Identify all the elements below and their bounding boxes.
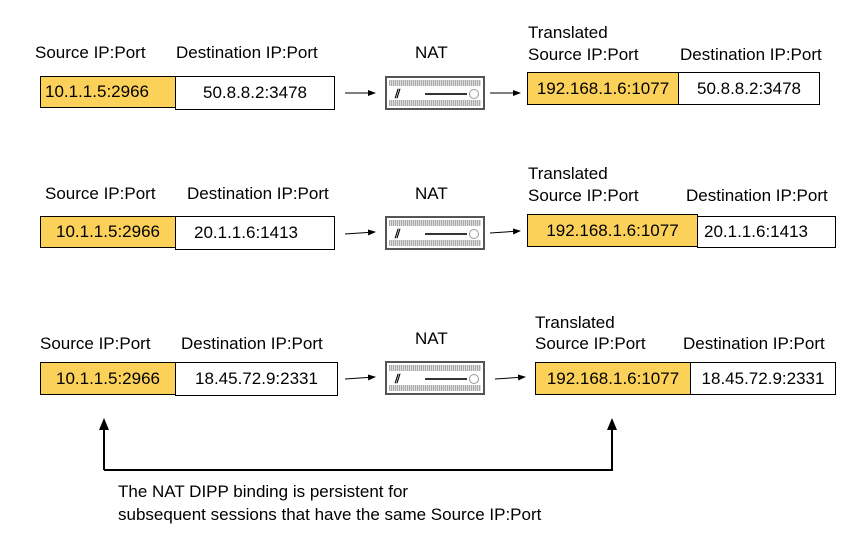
source-ip-box: 10.1.1.5:2966 (40, 362, 176, 395)
source-label: Source IP:Port (35, 43, 146, 62)
nat-device-icon: ⫽ (385, 216, 485, 250)
note-line-2: subsequent sessions that have the same S… (118, 505, 542, 524)
source-ip-box: 10.1.1.5:2966 (40, 216, 176, 248)
translated-source-label: Source IP:Port (535, 334, 646, 353)
translated-source-box: 192.168.1.6:1077 (535, 362, 691, 395)
translated-destination-box: 18.45.72.9:2331 (690, 362, 836, 395)
note-line-1: The NAT DIPP binding is persistent for (118, 482, 409, 501)
arrowhead-up (99, 418, 109, 430)
nat-device-icon: ⫽ (385, 361, 485, 395)
translated-label: Translated (528, 23, 608, 42)
destination-label: Destination IP:Port (181, 334, 323, 353)
persistence-bracket (103, 424, 613, 471)
destination-ip-box: 50.8.8.2:3478 (175, 76, 335, 110)
destination-label: Destination IP:Port (187, 184, 329, 203)
translated-destination-label: Destination IP:Port (680, 45, 822, 64)
destination-ip-box: 18.45.72.9:2331 (175, 362, 338, 396)
translated-label: Translated (528, 164, 608, 183)
arrow (494, 374, 526, 381)
arrow (344, 374, 376, 381)
source-label: Source IP:Port (45, 184, 156, 203)
destination-ip-box: 20.1.1.6:1413 (175, 216, 335, 250)
nat-label: NAT (415, 184, 448, 203)
source-ip-box: 10.1.1.5:2966 (40, 76, 176, 108)
destination-label: Destination IP:Port (176, 43, 318, 62)
arrow (344, 229, 376, 236)
translated-destination-box: 50.8.8.2:3478 (678, 72, 820, 105)
translated-source-box: 192.168.1.6:1077 (527, 214, 698, 247)
translated-source-label: Source IP:Port (528, 45, 639, 64)
nat-label: NAT (415, 43, 448, 62)
translated-destination-label: Destination IP:Port (686, 186, 828, 205)
translated-source-label: Source IP:Port (528, 186, 639, 205)
arrow (489, 228, 521, 235)
translated-source-box: 192.168.1.6:1077 (527, 72, 679, 105)
translated-destination-label: Destination IP:Port (683, 334, 825, 353)
translated-destination-box: 20.1.1.6:1413 (697, 216, 836, 248)
arrowhead-up (607, 418, 617, 430)
nat-label: NAT (415, 329, 448, 348)
translated-label: Translated (535, 313, 615, 332)
source-label: Source IP:Port (40, 334, 151, 353)
nat-device-icon: ⫽ (385, 76, 485, 110)
